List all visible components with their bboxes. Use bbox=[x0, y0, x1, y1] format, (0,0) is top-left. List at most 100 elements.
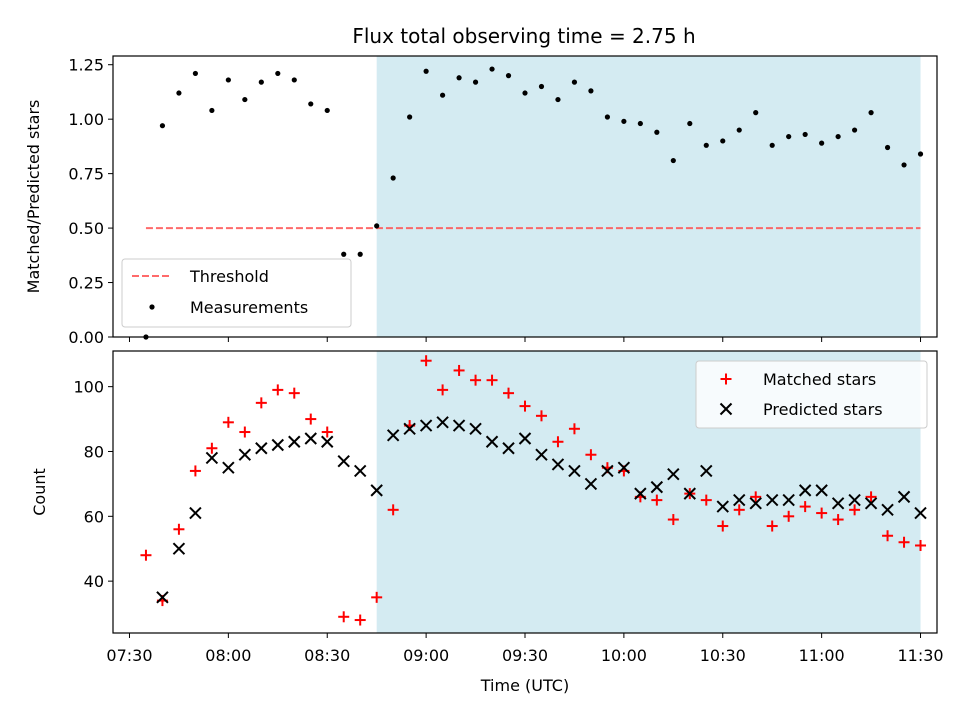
bottom-legend: Matched stars Predicted stars bbox=[695, 360, 928, 429]
y-tick-label: 0.00 bbox=[68, 328, 104, 347]
matched-star-point bbox=[717, 520, 729, 532]
measurement-point bbox=[604, 114, 611, 120]
matched-star-point bbox=[882, 530, 894, 542]
measurement-point bbox=[456, 75, 462, 81]
top-legend: Threshold Measurements bbox=[121, 258, 352, 328]
y-tick-label: 1.00 bbox=[68, 110, 104, 129]
matched-star-point bbox=[568, 423, 580, 435]
predicted-star-point bbox=[353, 464, 367, 478]
matched-star-point bbox=[552, 436, 564, 448]
measurement-point bbox=[720, 138, 726, 144]
matched-star-point bbox=[189, 465, 201, 477]
matched-star-point bbox=[272, 384, 284, 396]
measurement-point bbox=[209, 107, 215, 114]
measurement-point bbox=[291, 77, 297, 83]
matched-star-point bbox=[832, 514, 844, 526]
measurement-point bbox=[769, 142, 775, 148]
measurement-point bbox=[703, 142, 709, 148]
matched-star-point bbox=[733, 504, 745, 516]
predicted-star-point bbox=[700, 464, 713, 478]
matched-star-point bbox=[387, 504, 399, 516]
measurement-point bbox=[654, 129, 660, 135]
legend-matched-label: Matched stars bbox=[763, 370, 876, 389]
predicted-star-point bbox=[403, 422, 416, 436]
predicted-star-point bbox=[683, 487, 697, 500]
measurement-point bbox=[192, 70, 198, 77]
measurement-point bbox=[423, 68, 429, 74]
matched-star-point bbox=[783, 510, 795, 522]
predicted-star-point bbox=[914, 506, 927, 520]
matched-star-point bbox=[519, 400, 531, 412]
measurement-point bbox=[852, 127, 858, 133]
measurement-point bbox=[505, 73, 512, 79]
predicted-star-point bbox=[518, 432, 532, 445]
legend-measurements-swatch bbox=[149, 304, 155, 310]
y-tick-label: 0.50 bbox=[68, 219, 104, 238]
measurement-point bbox=[440, 92, 446, 98]
x-tick-label: 09:00 bbox=[403, 646, 449, 665]
matched-star-point bbox=[140, 549, 152, 561]
measurement-point bbox=[258, 79, 264, 85]
matched-star-point bbox=[503, 387, 515, 399]
matched-star-point bbox=[849, 504, 861, 516]
measurement-point bbox=[390, 175, 396, 181]
matched-star-point bbox=[420, 355, 432, 367]
measurement-point bbox=[242, 96, 248, 103]
predicted-star-point bbox=[271, 438, 285, 452]
measurement-point bbox=[522, 90, 528, 96]
predicted-star-point bbox=[469, 422, 482, 436]
bottom-y-axis: 40 60 80 100 bbox=[73, 378, 113, 591]
legend-matched-swatch bbox=[720, 373, 732, 385]
bottom-y-axis-label: Count bbox=[30, 468, 49, 516]
legend-measurements-label: Measurements bbox=[190, 298, 308, 317]
matched-star-point bbox=[585, 449, 597, 461]
predicted-star-point bbox=[749, 497, 762, 510]
matched-stars-series bbox=[140, 355, 927, 626]
matched-star-point bbox=[750, 491, 762, 503]
bottom-x-axis: 07:30 08:00 08:30 09:00 09:30 10:00 10:30 11:00… bbox=[106, 633, 944, 665]
y-tick-label: 1.25 bbox=[68, 56, 104, 75]
predicted-stars-series bbox=[156, 416, 927, 604]
measurement-point bbox=[868, 110, 874, 116]
measurement-point bbox=[901, 162, 907, 168]
matched-star-point bbox=[799, 501, 811, 513]
matched-star-point bbox=[206, 442, 218, 454]
measurement-point bbox=[917, 151, 924, 157]
predicted-star-point bbox=[419, 419, 433, 432]
predicted-star-point bbox=[172, 542, 186, 555]
x-tick-label: 10:30 bbox=[700, 646, 746, 665]
predicted-star-point bbox=[798, 484, 812, 497]
matched-star-point bbox=[354, 614, 366, 626]
matched-star-point bbox=[486, 374, 498, 386]
matched-star-point bbox=[667, 514, 679, 526]
predicted-star-point bbox=[716, 500, 729, 513]
measurements-series bbox=[143, 66, 924, 340]
matched-star-point bbox=[239, 426, 251, 438]
measurement-point bbox=[472, 79, 479, 85]
predicted-star-point bbox=[831, 497, 845, 510]
measurement-point bbox=[275, 70, 281, 77]
y-tick-label: 60 bbox=[84, 507, 104, 526]
y-tick-label: 100 bbox=[73, 378, 104, 397]
observing-window-shade-top bbox=[376, 56, 921, 337]
predicted-star-point bbox=[485, 435, 499, 448]
x-tick-label: 09:30 bbox=[502, 646, 548, 665]
measurement-point bbox=[687, 120, 693, 127]
legend-matched-marker bbox=[720, 373, 732, 385]
matched-star-point bbox=[915, 539, 927, 551]
predicted-star-point bbox=[304, 432, 317, 445]
measurement-point bbox=[819, 140, 825, 146]
x-tick-label: 08:00 bbox=[205, 646, 251, 665]
measurement-point bbox=[588, 88, 594, 94]
predicted-star-point bbox=[634, 487, 647, 500]
matched-star-point bbox=[437, 384, 449, 396]
matched-star-point bbox=[453, 364, 465, 376]
predicted-star-point bbox=[815, 484, 828, 497]
top-x-ticks bbox=[128, 337, 922, 342]
matched-star-point bbox=[173, 523, 185, 535]
matched-star-point bbox=[305, 413, 317, 425]
measurement-point bbox=[835, 133, 841, 140]
measurement-point bbox=[341, 251, 347, 257]
measurement-point bbox=[753, 110, 759, 116]
